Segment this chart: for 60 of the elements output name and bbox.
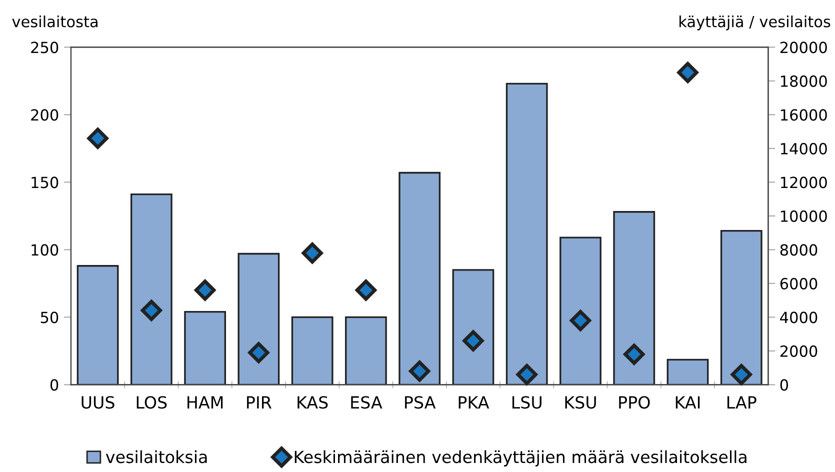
bar	[345, 316, 387, 385]
x-tick-label: KAS	[298, 396, 328, 409]
bar	[238, 252, 280, 385]
x-tick-label: PIR	[247, 396, 272, 408]
y2-tick-label: 2000	[780, 345, 818, 357]
x-tick-label: ESA	[351, 396, 382, 409]
point	[677, 62, 698, 84]
y2-tick-label: 18000	[780, 75, 827, 87]
bar	[452, 269, 494, 385]
bar	[666, 358, 709, 385]
y2-tick-label: 0	[780, 379, 788, 391]
x-tick-label: PKA	[458, 396, 490, 408]
y2-tick-label: 16000	[780, 109, 827, 121]
point	[140, 300, 162, 322]
point	[409, 360, 430, 382]
y-tick-label: 50	[40, 312, 58, 324]
y2-axis-title: käyttäjiä / vesilaitos	[680, 16, 830, 30]
bar	[291, 316, 334, 385]
x-tick-label: PSA	[405, 396, 436, 409]
x-tick-label: KSU	[565, 396, 596, 409]
bar	[560, 236, 602, 385]
point	[302, 242, 323, 264]
bar	[613, 211, 656, 385]
y2-tick-label: 12000	[780, 176, 827, 188]
bar	[398, 172, 441, 385]
point	[624, 344, 645, 365]
bar	[506, 82, 548, 385]
point	[570, 310, 592, 332]
y-tick-label: 0	[50, 379, 58, 391]
legend-label: vesilaitoksia	[106, 450, 207, 464]
y-tick-label: 150	[32, 176, 58, 188]
point	[516, 364, 538, 386]
y2-tick-label: 6000	[780, 278, 818, 290]
bar	[184, 310, 226, 385]
x-tick-label: PPO	[619, 396, 650, 409]
point	[730, 364, 752, 386]
x-tick-label: HAM	[188, 396, 223, 408]
x-tick-label: KAI	[676, 396, 700, 408]
y2-tick-label: 14000	[780, 142, 827, 154]
y2-tick-label: 10000	[780, 210, 827, 222]
point	[194, 280, 216, 301]
x-tick-label: LAP	[727, 396, 756, 408]
point	[87, 128, 108, 149]
y2-tick-label: 4000	[780, 312, 818, 324]
point	[248, 342, 270, 364]
x-tick-label: LOS	[136, 396, 167, 409]
y2-tick-label: 20000	[780, 42, 827, 54]
y-tick-label: 200	[31, 109, 58, 121]
point	[355, 280, 377, 301]
bar	[76, 265, 119, 385]
y2-tick-label: 8000	[780, 244, 818, 256]
bar	[720, 230, 762, 385]
y-tick-label: 100	[32, 244, 58, 256]
x-tick-label: LSU	[512, 396, 542, 409]
x-tick-label: UUS	[82, 396, 114, 409]
y-tick-label: 250	[31, 42, 58, 54]
legend-label: Keskimääräinen vedenkäyttäjien määrä vesilaitoksella	[294, 450, 746, 466]
point	[462, 330, 484, 352]
y-axis-title: vesilaitosta	[12, 16, 98, 28]
bar	[130, 194, 172, 385]
